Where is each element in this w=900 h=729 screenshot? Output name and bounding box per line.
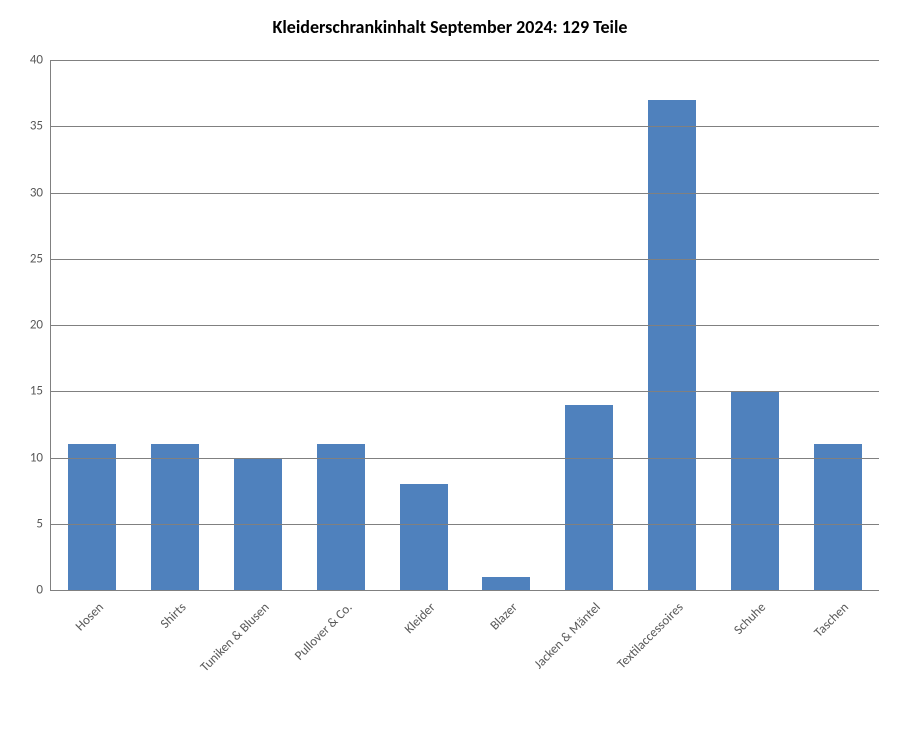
gridline [51,325,879,326]
gridline [51,259,879,260]
gridline [51,524,879,525]
plot-area: HosenShirtsTuniken & BlusenPullover & Co… [50,60,879,591]
x-tick-label: Jacken & Mäntel [532,600,604,672]
x-tick-label: Taschen [812,600,852,640]
y-tick-label: 5 [36,516,51,531]
bar [482,577,530,590]
x-tick-label: Textilaccessoires [614,600,686,672]
bar [317,444,365,590]
bar [68,444,116,590]
x-tick-label: Blazer [488,600,521,633]
chart-title: Kleiderschrankinhalt September 2024: 129… [0,16,900,38]
y-tick-label: 0 [36,583,51,598]
x-tick-label: Pullover & Co. [292,600,356,664]
x-tick-label: Shirts [158,600,190,632]
x-tick-label: Tuniken & Blusen [198,600,273,675]
bar [731,391,779,590]
bar [648,100,696,590]
y-tick-label: 35 [30,119,51,134]
bar [814,444,862,590]
chart-container: Kleiderschrankinhalt September 2024: 129… [0,0,900,729]
gridline [51,126,879,127]
gridline [51,458,879,459]
bar [400,484,448,590]
x-tick-label: Kleider [401,600,438,637]
x-tick-label: Schuhe [732,600,770,638]
bar [151,444,199,590]
x-tick-label: Hosen [73,600,107,634]
y-tick-label: 10 [30,450,51,465]
gridline [51,193,879,194]
y-tick-label: 15 [30,384,51,399]
y-tick-label: 20 [30,318,51,333]
gridline [51,60,879,61]
gridline [51,391,879,392]
bar [565,405,613,591]
y-tick-label: 25 [30,251,51,266]
y-tick-label: 30 [30,185,51,200]
y-tick-label: 40 [30,53,51,68]
